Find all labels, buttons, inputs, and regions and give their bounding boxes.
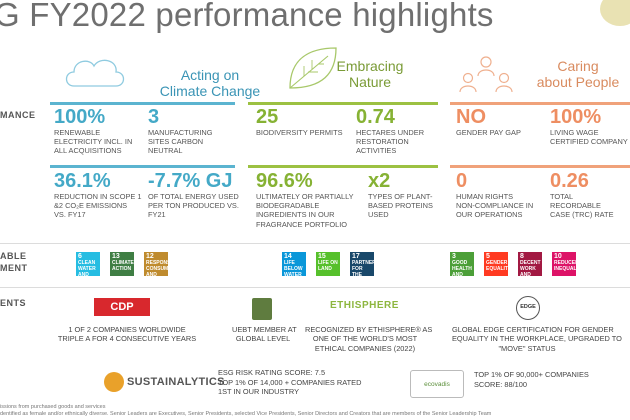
footnote-2: dentified as female and/or ethnically di…	[0, 411, 492, 417]
metric-renewable-electricity: 100% RENEWABLE ELECTRICITY INCL. IN ALL …	[54, 106, 133, 156]
metric-carbon-neutral-sites: 3 MANUFACTURING SITES CARBON NEUTRAL	[148, 106, 213, 156]
sustainalytics-icon	[104, 372, 124, 392]
footnote-1: issions from purchased goods and service…	[0, 404, 106, 410]
sustainalytics-logo: SUSTAINALYTICS	[127, 376, 225, 388]
pillar-people-label: Caring about People	[536, 58, 620, 90]
recognition-sustainalytics-text: ESG RISK RATING SCORE: 7.5 TOP 1% OF 14,…	[218, 368, 362, 397]
edge-logo: EDGE	[516, 296, 540, 320]
people-bar-top	[450, 102, 630, 105]
metric-human-rights: 0 HUMAN RIGHTS NON-COMPLIANCE IN OUR OPE…	[456, 170, 534, 220]
page-title: G FY2022 performance highlights	[0, 0, 494, 33]
metric-restoration-hectares: 0.74 HECTARES UNDER RESTORATION ACTIVITI…	[356, 106, 425, 156]
pillar-climate-label: Acting on Climate Change	[159, 67, 261, 99]
recognition-edge-text: GLOBAL EDGE CERTIFICATION FOR GENDER EQU…	[452, 325, 622, 353]
sdg-12-icon: 12RESPONSIBLE CONSUMPTION AND PRODUCTION	[144, 252, 168, 276]
recognition-ecovadis-text: TOP 1% OF 90,000+ COMPANIES SCORE: 88/10…	[474, 370, 589, 389]
pillar-nature-label: Embracing Nature	[336, 58, 404, 90]
recognition-ethisphere-text: RECOGNIZED BY ETHISPHERE® AS ONE OF THE …	[305, 325, 433, 353]
metric-emissions-reduction: 36.1% REDUCTION IN SCOPE 1 &2 CO₂E EMISS…	[54, 170, 142, 220]
sdg-17-icon: 17PARTNERSHIPS FOR THE GOALS	[350, 252, 374, 276]
uebt-logo	[252, 298, 272, 320]
people-bar-mid	[450, 165, 630, 168]
sdg-14-icon: 14 LIFE BELOW WATER	[282, 252, 306, 276]
sdg-13-icon: 13 CLIMATE ACTION	[110, 252, 134, 276]
recognition-uebt-text: UEBT MEMBER AT GLOBAL LEVEL	[232, 325, 297, 344]
ethisphere-logo: ETHISPHERE	[330, 300, 399, 311]
metric-plant-proteins: x2 TYPES OF PLANT- BASED PROTEINS USED	[368, 170, 433, 220]
metric-energy-reduction: -7.7% GJ OF TOTAL ENERGY USED PER TON PR…	[148, 170, 239, 220]
divider-recognition-top	[0, 287, 630, 288]
corner-logo-circle	[600, 0, 630, 26]
people-icon	[458, 54, 514, 96]
ecovadis-logo: ecovadis	[410, 370, 464, 398]
row-label-sdg: ABLE MENT	[0, 251, 28, 273]
leaf-icon	[282, 44, 342, 94]
nature-bar-top	[248, 102, 438, 105]
metric-trc-rate: 0.26 TOTAL RECORDABLE CASE (TRC) RATE	[550, 170, 614, 220]
row-label-recognition: ENTS	[0, 298, 27, 308]
sdg-10-icon: 10REDUCED INEQUALITIES	[552, 252, 576, 276]
metric-gender-pay-gap: NO GENDER PAY GAP	[456, 106, 521, 137]
metric-biodiversity-permits: 25 BIODIVERSITY PERMITS	[256, 106, 343, 137]
divider-sdg-top	[0, 243, 630, 244]
metric-living-wage: 100% LIVING WAGE CERTIFIED COMPANY	[550, 106, 628, 147]
climate-bar-top	[50, 102, 235, 105]
climate-bar-mid	[50, 165, 235, 168]
sdg-15-icon: 15 LIFE ON LAND	[316, 252, 340, 276]
recognition-cdp-text: 1 OF 2 COMPANIES WORLDWIDE TRIPLE A FOR …	[57, 325, 197, 344]
nature-bar-mid	[248, 165, 438, 168]
cdp-logo: CDP	[94, 298, 150, 316]
cloud-icon	[60, 48, 128, 94]
metric-biodegradable-ingredients: 96.6% ULTIMATELY OR PARTIALLY BIODEGRADA…	[256, 170, 354, 229]
row-label-performance: MANCE	[0, 110, 36, 120]
